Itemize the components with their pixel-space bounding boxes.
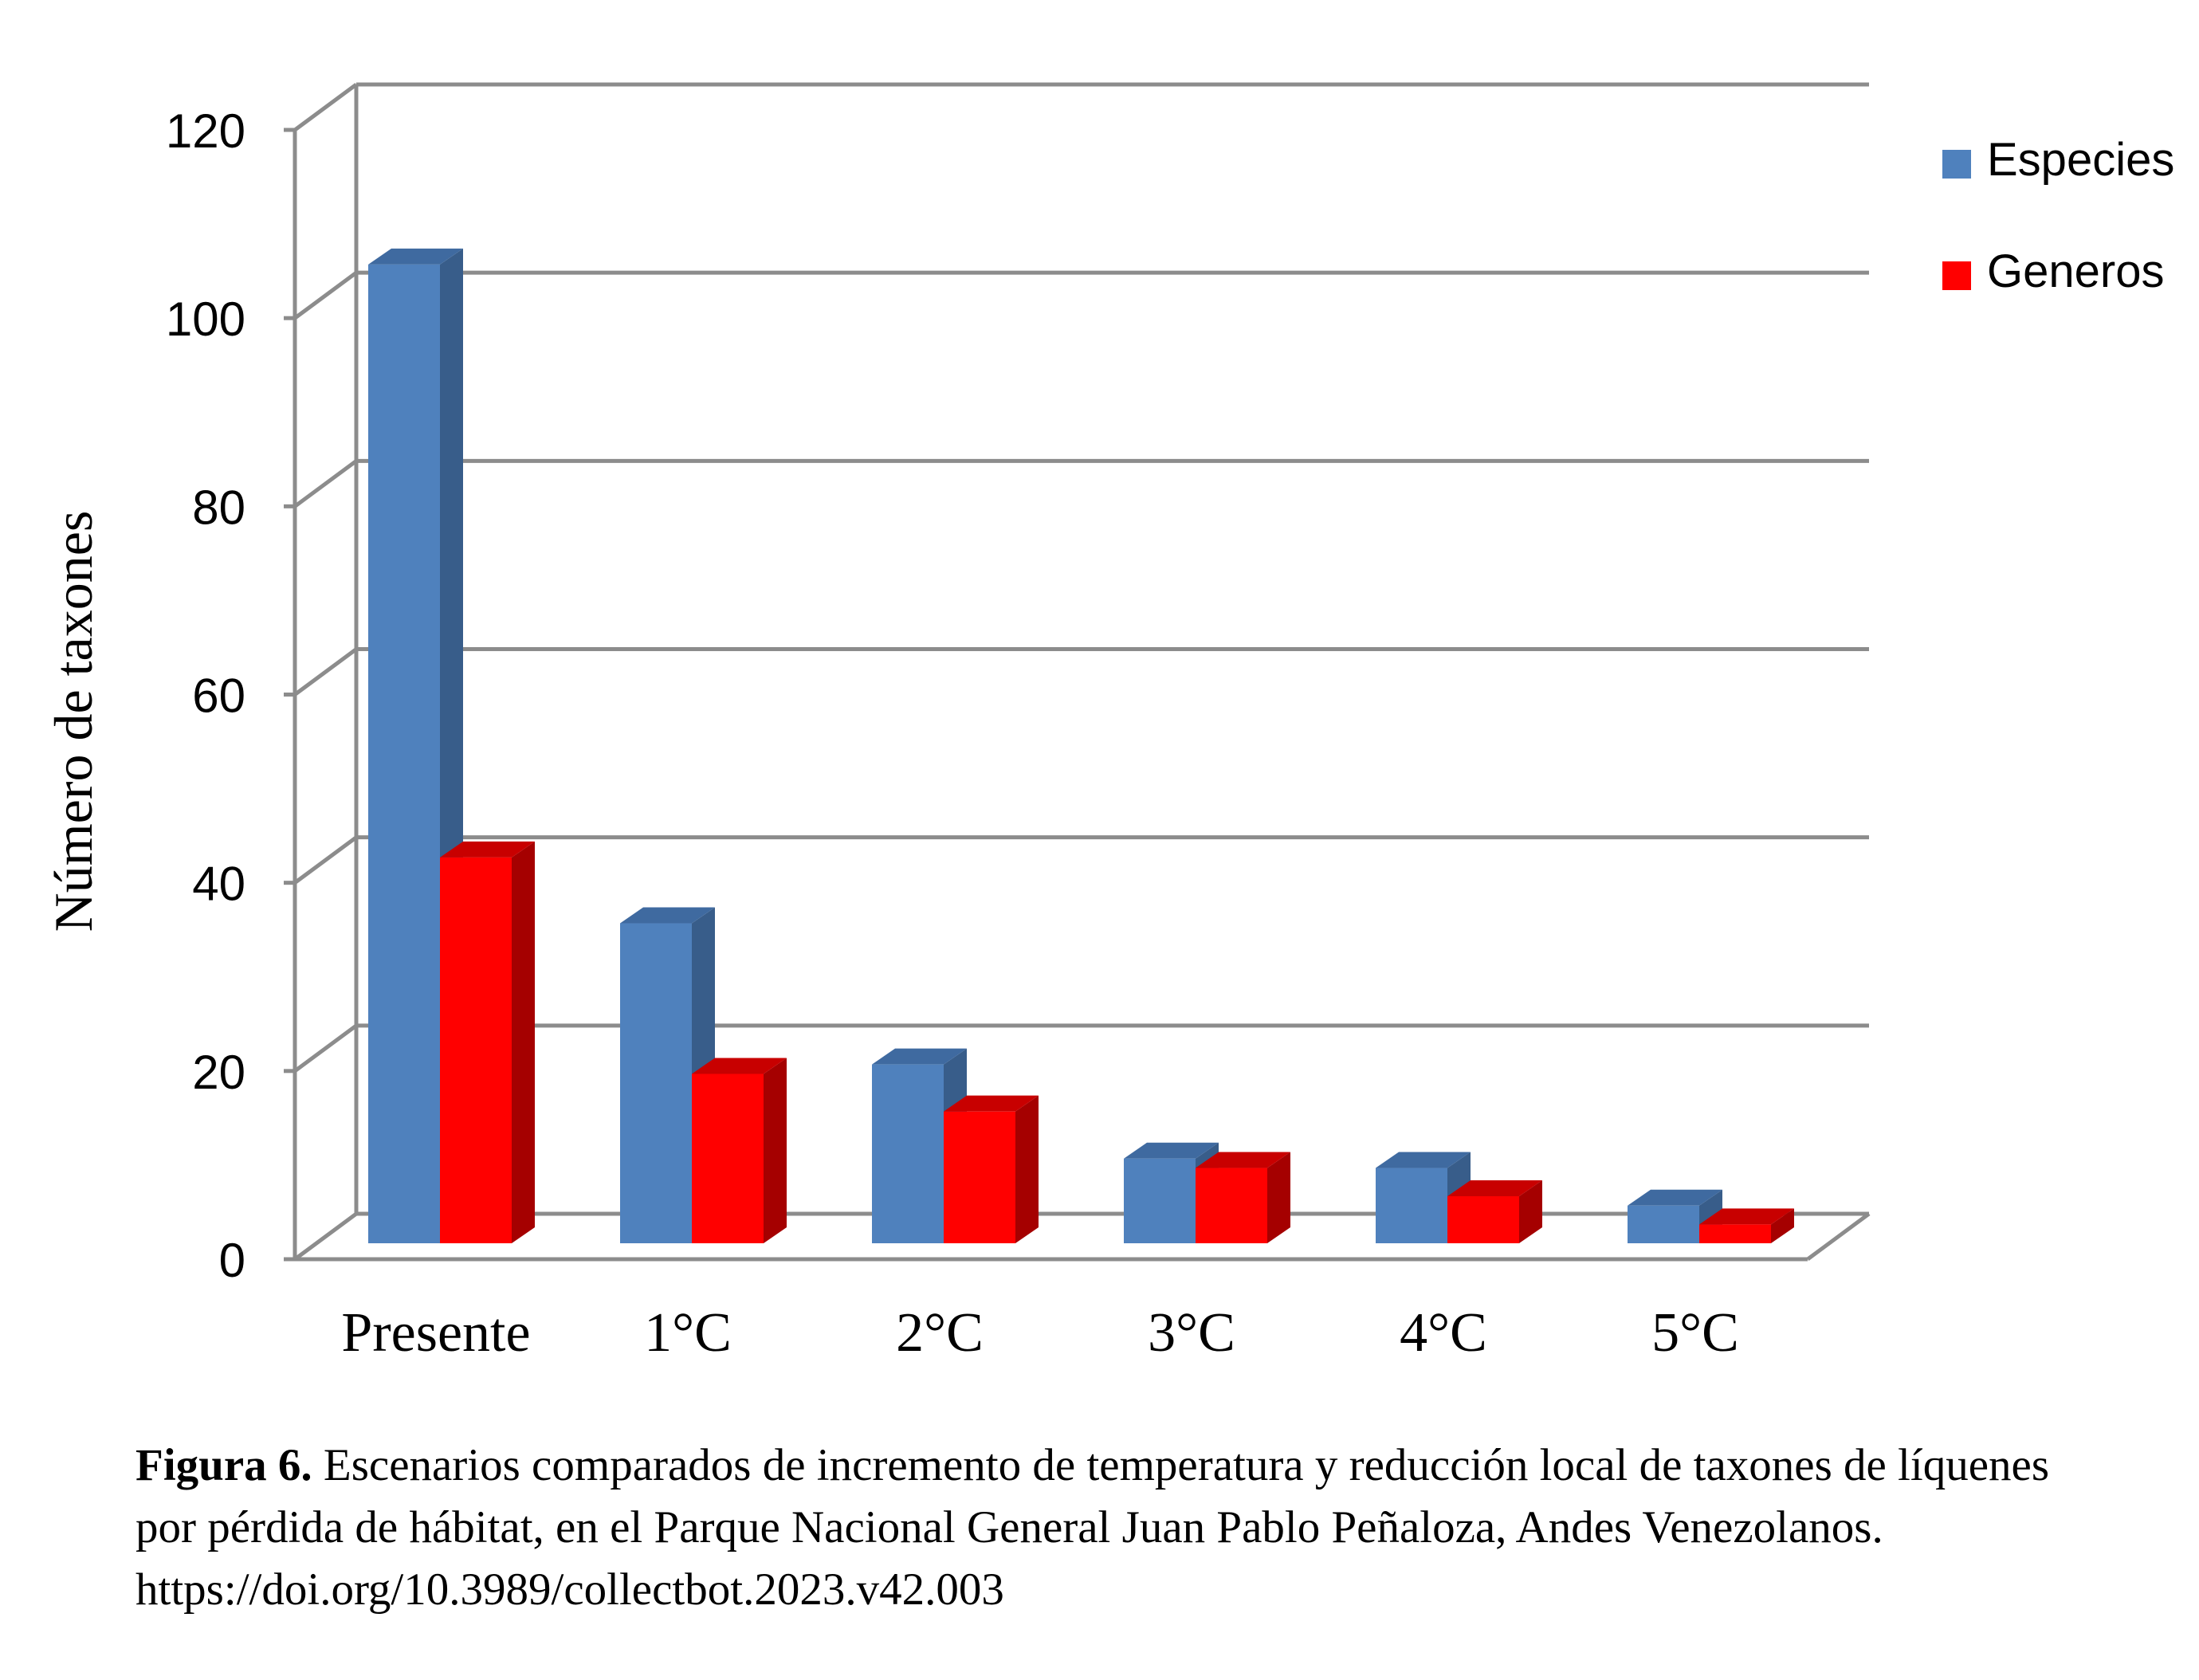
side-wall-gridline [293,1211,358,1262]
floor-edge [1806,1211,1871,1262]
side-wall-gridline [293,647,358,697]
chart-bars [368,248,1794,1243]
side-wall-gridline [293,459,358,508]
bar-top [1376,1152,1471,1168]
y-tick-label: 40 [192,858,245,911]
y-tick-label: 100 [166,292,245,346]
y-axis-ticks: 0 20 40 60 80 100 120 [166,104,245,1287]
legend-label: Especies [1987,134,2174,186]
chart-legend: Especies Generos [1942,134,2174,297]
legend-swatch [1942,150,1971,179]
x-tick-label: Presente [341,1302,530,1364]
bar-side [1771,1208,1794,1243]
x-tick-label: 5°C [1651,1302,1739,1364]
y-tick-label: 20 [192,1046,245,1099]
y-tick-label: 120 [166,104,245,158]
bar-top [1699,1208,1794,1225]
figure-caption: Figura 6. Escenarios comparados de incre… [135,1435,2080,1621]
bar-front [872,1064,944,1243]
side-wall-gridline [293,82,358,132]
bar-front [692,1074,764,1243]
bar-top [692,1058,787,1074]
bar-front [944,1111,1015,1243]
chart-grid [284,82,1871,1262]
bar-top [620,907,715,924]
bar-generos-1 [692,1058,787,1243]
x-tick-label: 4°C [1400,1302,1487,1364]
bar-top [1447,1180,1542,1196]
bar-front [620,923,692,1243]
x-tick-label: 3°C [1148,1302,1235,1364]
bar-front [1376,1168,1447,1243]
bar-side [512,841,535,1243]
bar-top [1124,1142,1219,1159]
bar-generos-2 [944,1095,1039,1243]
y-tick-label: 80 [192,481,245,534]
x-tick-label: 1°C [644,1302,732,1364]
bar-generos-4 [1447,1180,1542,1243]
y-tick-label: 60 [192,669,245,723]
bar-top [872,1048,967,1065]
bar-top [440,841,535,858]
bar-side [1015,1095,1039,1243]
bar-front [440,857,512,1243]
bar-top [1628,1189,1722,1206]
bar-front [1447,1195,1519,1243]
legend-label: Generos [1987,245,2164,297]
bar-generos-3 [1196,1152,1290,1243]
y-axis-label: Número de taxones [43,511,104,932]
bar-front [368,264,440,1243]
bar-front [1699,1224,1771,1243]
bar-top [368,248,463,265]
caption-text: Escenarios comparados de incremento de t… [135,1440,2050,1615]
bar-generos-0 [440,841,535,1243]
bar-especies-1 [620,907,715,1243]
bar-front [1196,1168,1267,1243]
bar-generos-5 [1699,1208,1794,1243]
bar-top [944,1095,1039,1112]
bar-front [1628,1205,1699,1243]
side-wall-gridline [293,1023,358,1073]
x-axis-ticks: Presente 1°C 2°C 3°C 4°C 5°C [341,1302,1738,1364]
legend-swatch [1942,261,1971,290]
y-tick-label: 0 [219,1234,245,1287]
caption-label: Figura 6. [135,1440,312,1490]
bar-side [1267,1152,1290,1243]
side-wall-gridline [293,271,358,320]
bar-front [1124,1158,1196,1243]
x-tick-label: 2°C [896,1302,984,1364]
bar-side [764,1058,787,1243]
side-wall-gridline [293,835,358,885]
bar-side [1519,1180,1542,1243]
bar-top [1196,1152,1290,1168]
